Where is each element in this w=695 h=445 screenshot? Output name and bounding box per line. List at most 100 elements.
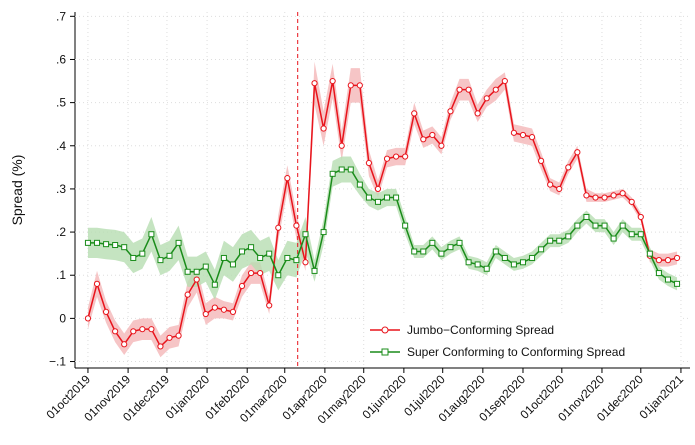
point <box>374 198 381 205</box>
point <box>483 265 490 272</box>
point <box>402 153 409 160</box>
point <box>556 185 563 193</box>
point <box>601 194 608 201</box>
point <box>592 194 599 201</box>
point <box>628 231 635 238</box>
confidence-band <box>87 61 678 358</box>
point <box>338 142 345 149</box>
point <box>456 86 463 93</box>
point <box>284 175 291 182</box>
point <box>456 239 463 246</box>
point <box>112 242 119 249</box>
point <box>365 159 373 167</box>
point <box>637 231 644 238</box>
point <box>320 125 327 132</box>
point <box>202 263 209 270</box>
point <box>637 213 644 221</box>
point <box>166 252 173 259</box>
point <box>121 341 128 348</box>
point <box>121 244 128 251</box>
x-tick-label: 01jan2021 <box>637 372 687 422</box>
point <box>103 241 110 248</box>
point <box>320 229 327 236</box>
point <box>619 222 626 229</box>
point <box>501 254 508 261</box>
point <box>474 110 481 117</box>
point <box>547 181 554 188</box>
point <box>275 272 282 279</box>
point <box>547 237 554 244</box>
point <box>429 239 436 246</box>
point <box>392 153 400 160</box>
legend-box <box>364 315 681 367</box>
point <box>157 343 164 350</box>
point <box>438 250 445 257</box>
point <box>384 194 391 201</box>
y-tick-label: .2 <box>56 225 66 239</box>
point <box>166 334 173 341</box>
point <box>447 244 454 251</box>
point <box>438 142 445 149</box>
point <box>583 213 590 220</box>
point <box>356 181 363 188</box>
point <box>211 304 218 311</box>
point <box>247 269 255 277</box>
point <box>220 254 227 261</box>
point <box>293 222 300 229</box>
y-tick-label: .4 <box>56 139 66 153</box>
point <box>302 231 309 238</box>
point <box>347 82 354 89</box>
point <box>655 257 663 264</box>
y-tick-label: 0 <box>59 311 66 325</box>
point <box>664 276 671 283</box>
point <box>193 276 200 283</box>
point <box>411 110 418 117</box>
point <box>646 250 653 257</box>
point <box>338 166 345 173</box>
point <box>193 268 200 275</box>
legend-label: Super Conforming to Conforming Spread <box>407 345 625 359</box>
point <box>655 270 662 277</box>
point <box>257 254 264 261</box>
y-tick-label: .7 <box>56 9 66 23</box>
point <box>519 131 527 139</box>
y-axis-title: Spread (%) <box>9 155 25 226</box>
point <box>420 136 427 143</box>
point <box>601 222 608 229</box>
point <box>84 239 91 246</box>
point <box>248 244 255 251</box>
point <box>393 194 400 201</box>
point <box>257 269 264 277</box>
series-line <box>87 79 678 348</box>
point <box>610 192 617 199</box>
point <box>556 237 563 244</box>
point <box>628 198 635 205</box>
point <box>184 291 191 298</box>
y-tick-label: .6 <box>56 52 66 66</box>
point <box>510 261 517 268</box>
point <box>465 259 472 266</box>
point <box>565 164 572 171</box>
point <box>483 95 490 102</box>
point <box>229 261 236 268</box>
point <box>592 222 599 229</box>
point <box>565 233 572 240</box>
point <box>528 134 536 141</box>
point <box>529 254 536 261</box>
point <box>130 254 137 261</box>
point <box>411 248 418 255</box>
point <box>175 332 182 339</box>
point <box>347 166 354 173</box>
point <box>610 235 617 242</box>
point <box>157 257 164 264</box>
point <box>510 129 518 136</box>
x-tick-label: 01jun2020 <box>359 372 409 422</box>
point <box>139 250 146 257</box>
point <box>148 231 155 238</box>
point <box>465 86 472 93</box>
point <box>84 315 92 322</box>
point <box>266 250 273 257</box>
point <box>284 254 291 261</box>
legend-label: Jumbo−Conforming Spread <box>407 323 554 337</box>
point <box>311 80 318 87</box>
